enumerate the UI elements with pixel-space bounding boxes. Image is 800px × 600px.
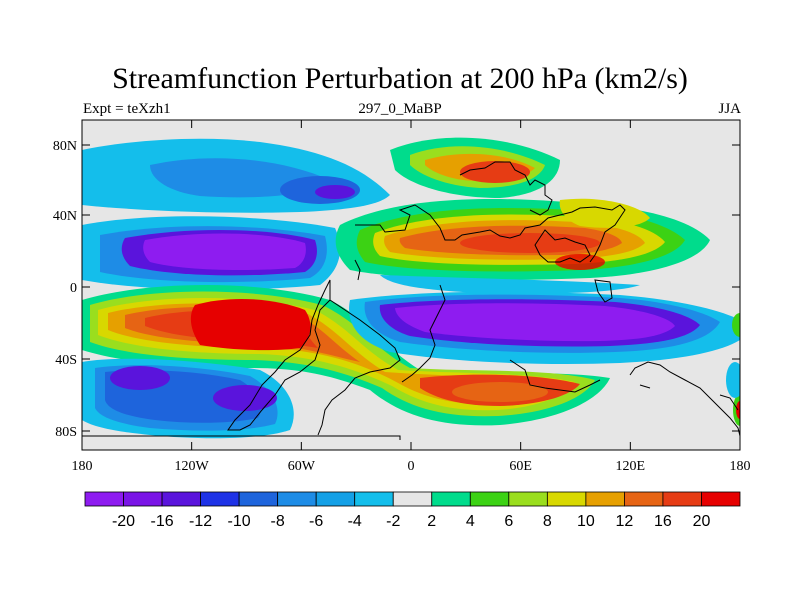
colorbar-label: 20 — [693, 513, 711, 530]
colorbar-swatch — [392, 491, 433, 507]
colorbar: -20 -16 -12 -10 -8 -6 -4 -2 2 4 6 8 10 12 16 20 — [84, 491, 741, 530]
colorbar-label: 2 — [427, 513, 436, 530]
colorbar-swatch — [161, 491, 201, 507]
experiment-label: Expt = teXzh1 — [83, 101, 171, 117]
colorbar-swatch — [200, 491, 240, 507]
colorbar-label: -12 — [189, 513, 212, 530]
north-negative-band — [82, 138, 390, 290]
colorbar-label: 8 — [543, 513, 552, 530]
lat-label: 80S — [55, 425, 77, 440]
colorbar-swatch — [84, 491, 124, 507]
lon-label: 120W — [175, 459, 210, 474]
colorbar-swatch — [354, 491, 394, 507]
season-label: JJA — [718, 101, 741, 117]
colorbar-label: -16 — [150, 513, 173, 530]
contour-field — [82, 120, 740, 450]
lon-label: 60W — [288, 459, 316, 474]
north-positive-band — [335, 137, 710, 280]
colorbar-label: 6 — [504, 513, 513, 530]
lat-label: 0 — [70, 281, 77, 296]
colorbar-label: 10 — [577, 513, 595, 530]
lon-label: 180 — [72, 459, 93, 474]
colorbar-label: -6 — [309, 513, 323, 530]
colorbar-swatch — [585, 491, 625, 507]
lat-label: 40S — [55, 353, 77, 368]
colorbar-swatch — [315, 491, 356, 507]
case-label: 297_0_MaBP — [358, 101, 442, 117]
lon-label: 180 — [730, 459, 751, 474]
south-negative-band — [82, 275, 740, 439]
lat-label: 40N — [53, 209, 77, 224]
lon-label: 60E — [509, 459, 532, 474]
colorbar-label: 12 — [616, 513, 634, 530]
colorbar-label: -4 — [348, 513, 362, 530]
lon-label: 0 — [408, 459, 415, 474]
colorbar-swatch — [469, 491, 510, 507]
colorbar-swatch — [546, 491, 587, 507]
coastlines — [82, 161, 740, 440]
colorbar-swatch — [508, 491, 548, 507]
colorbar-label: -8 — [271, 513, 285, 530]
south-positive-band — [82, 285, 610, 426]
colorbar-swatch — [277, 491, 317, 507]
colorbar-swatch — [624, 491, 664, 507]
lon-label: 120E — [616, 459, 646, 474]
colorbar-label: -10 — [228, 513, 251, 530]
plot-title: Streamfunction Perturbation at 200 hPa (… — [112, 62, 688, 95]
colorbar-swatch — [238, 491, 279, 507]
colorbar-swatch — [662, 491, 702, 507]
lat-label: 80N — [53, 139, 77, 154]
colorbar-label: -2 — [386, 513, 400, 530]
axes: 80N 40N 0 40S 80S 180 120W 60W 0 60E 120E 180 — [53, 120, 751, 474]
colorbar-swatch — [701, 491, 741, 507]
colorbar-swatch — [431, 491, 471, 507]
colorbar-label: -20 — [112, 513, 135, 530]
colorbar-label: 4 — [466, 513, 475, 530]
colorbar-label: 16 — [654, 513, 672, 530]
colorbar-swatch — [123, 491, 163, 507]
